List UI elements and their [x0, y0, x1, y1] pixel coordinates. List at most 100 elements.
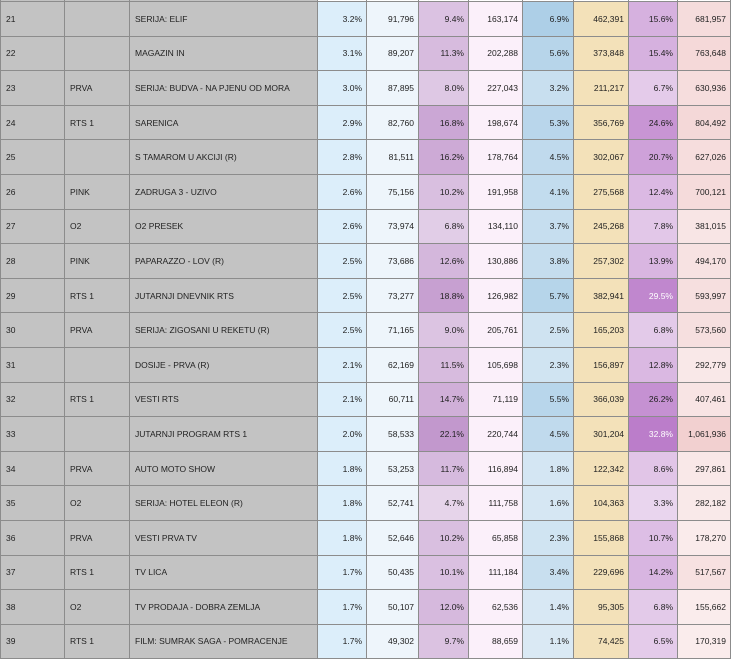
share-o2-cell: 9.7% — [418, 623, 469, 659]
audience-rts-cell: 50,107 — [366, 589, 419, 625]
channel-cell: RTS 1 — [64, 104, 130, 141]
show-cell: S TAMAROM U AKCIJI (R) — [129, 139, 318, 175]
audience-pink-cell: 257,302 — [573, 243, 629, 279]
share-pink-cell: 3.7% — [522, 208, 574, 245]
table-row: 33 JUTARNJI PROGRAM RTS 1 2.0% 58,533 22.1% 2… — [0, 416, 731, 452]
audience-rts-cell: 87,895 — [366, 70, 419, 106]
table-row: 22 MAGAZIN IN 3.1% 89,207 11.3% 202,288 5.6% 37… — [0, 35, 731, 72]
share-rts-cell: 3.2% — [317, 1, 367, 37]
share-total-cell: 24.6% — [628, 104, 678, 141]
audience-rts-cell: 75,156 — [366, 173, 419, 210]
table-row: 23 PRVA SERIJA: BUDVA - NA PJENU OD MORA 3.… — [0, 70, 731, 106]
rank-cell: 30 — [0, 312, 65, 348]
share-total-cell: 29.5% — [628, 277, 678, 314]
share-total-cell: 6.8% — [628, 589, 678, 625]
show-cell: O2 PRESEK — [129, 208, 318, 245]
share-total-cell: 6.7% — [628, 70, 678, 106]
audience-total-cell: 297,861 — [677, 450, 731, 487]
audience-rts-cell: 53,253 — [366, 450, 419, 487]
audience-total-cell: 627,026 — [677, 139, 731, 175]
rank-cell: 27 — [0, 208, 65, 245]
table-row: 21 SERIJA: ELIF 3.2% 91,796 9.4% 163,174 6.9% 4… — [0, 1, 731, 37]
share-rts-cell: 2.1% — [317, 346, 367, 383]
audience-pink-cell: 301,204 — [573, 416, 629, 452]
audience-o2-cell: 88,659 — [468, 623, 523, 659]
audience-pink-cell: 156,897 — [573, 346, 629, 383]
audience-total-cell: 517,567 — [677, 554, 731, 591]
audience-pink-cell: 356,769 — [573, 104, 629, 141]
table-row: 37 RTS 1 TV LICA 1.7% 50,435 10.1% 111,184 3.4%… — [0, 554, 731, 591]
share-total-cell: 32.8% — [628, 416, 678, 452]
audience-o2-cell: 116,894 — [468, 450, 523, 487]
audience-pink-cell: 366,039 — [573, 381, 629, 418]
share-total-cell: 20.7% — [628, 139, 678, 175]
audience-total-cell: 700,121 — [677, 173, 731, 210]
audience-pink-cell: 462,391 — [573, 1, 629, 37]
share-total-cell: 3.3% — [628, 485, 678, 521]
rank-cell: 23 — [0, 70, 65, 106]
table-row: 30 PRVA SERIJA: ZIGOSANI U REKETU (R) 2.5% 7… — [0, 312, 731, 348]
audience-total-cell: 407,461 — [677, 381, 731, 418]
channel-cell: PRVA — [64, 312, 130, 348]
audience-o2-cell: 130,886 — [468, 243, 523, 279]
rank-cell: 37 — [0, 554, 65, 591]
audience-rts-cell: 73,686 — [366, 243, 419, 279]
share-pink-cell: 5.3% — [522, 104, 574, 141]
rank-cell: 38 — [0, 589, 65, 625]
table-row: 29 RTS 1 JUTARNJI DNEVNIK RTS 2.5% 73,277 18.… — [0, 277, 731, 314]
share-total-cell: 12.8% — [628, 346, 678, 383]
share-total-cell: 7.8% — [628, 208, 678, 245]
share-total-cell: 14.2% — [628, 554, 678, 591]
audience-total-cell: 593,997 — [677, 277, 731, 314]
share-total-cell: 15.4% — [628, 35, 678, 72]
audience-o2-cell: 227,043 — [468, 70, 523, 106]
audience-o2-cell: 111,758 — [468, 485, 523, 521]
audience-o2-cell: 198,674 — [468, 104, 523, 141]
table-row: 31 DOSIJE - PRVA (R) 2.1% 62,169 11.5% 105,69… — [0, 346, 731, 383]
audience-o2-cell: 65,858 — [468, 519, 523, 556]
audience-pink-cell: 229,696 — [573, 554, 629, 591]
audience-rts-cell: 91,796 — [366, 1, 419, 37]
rank-cell: 25 — [0, 139, 65, 175]
share-total-cell: 6.5% — [628, 623, 678, 659]
audience-total-cell: 1,061,936 — [677, 416, 731, 452]
table-row: 24 RTS 1 SARENICA 2.9% 82,760 16.8% 198,674 5.3… — [0, 104, 731, 141]
share-pink-cell: 4.5% — [522, 416, 574, 452]
share-pink-cell: 5.5% — [522, 381, 574, 418]
channel-cell: PRVA — [64, 519, 130, 556]
audience-total-cell: 170,319 — [677, 623, 731, 659]
share-total-cell: 6.8% — [628, 312, 678, 348]
audience-total-cell: 292,779 — [677, 346, 731, 383]
share-total-cell: 8.6% — [628, 450, 678, 487]
audience-total-cell: 494,170 — [677, 243, 731, 279]
audience-total-cell: 681,957 — [677, 1, 731, 37]
audience-rts-cell: 73,277 — [366, 277, 419, 314]
share-o2-cell: 10.2% — [418, 173, 469, 210]
table-row: 26 PINK ZADRUGA 3 - UZIVO 2.6% 75,156 10.2% 19… — [0, 173, 731, 210]
audience-rts-cell: 89,207 — [366, 35, 419, 72]
share-pink-cell: 1.8% — [522, 450, 574, 487]
audience-rts-cell: 81,511 — [366, 139, 419, 175]
share-o2-cell: 6.8% — [418, 208, 469, 245]
table-row: 36 PRVA VESTI PRVA TV 1.8% 52,646 10.2% 65,858… — [0, 519, 731, 556]
channel-cell: O2 — [64, 485, 130, 521]
share-rts-cell: 1.8% — [317, 450, 367, 487]
share-total-cell: 26.2% — [628, 381, 678, 418]
show-cell: TV PRODAJA - DOBRA ZEMLJA — [129, 589, 318, 625]
audience-pink-cell: 74,425 — [573, 623, 629, 659]
share-total-cell: 15.6% — [628, 1, 678, 37]
audience-pink-cell: 122,342 — [573, 450, 629, 487]
share-rts-cell: 2.8% — [317, 139, 367, 175]
share-o2-cell: 12.0% — [418, 589, 469, 625]
share-pink-cell: 4.1% — [522, 173, 574, 210]
share-o2-cell: 18.8% — [418, 277, 469, 314]
audience-rts-cell: 58,533 — [366, 416, 419, 452]
audience-o2-cell: 126,982 — [468, 277, 523, 314]
share-pink-cell: 5.7% — [522, 277, 574, 314]
share-total-cell: 12.4% — [628, 173, 678, 210]
share-total-cell: 10.7% — [628, 519, 678, 556]
audience-rts-cell: 49,302 — [366, 623, 419, 659]
show-cell: SERIJA: ELIF — [129, 1, 318, 37]
share-rts-cell: 1.7% — [317, 554, 367, 591]
